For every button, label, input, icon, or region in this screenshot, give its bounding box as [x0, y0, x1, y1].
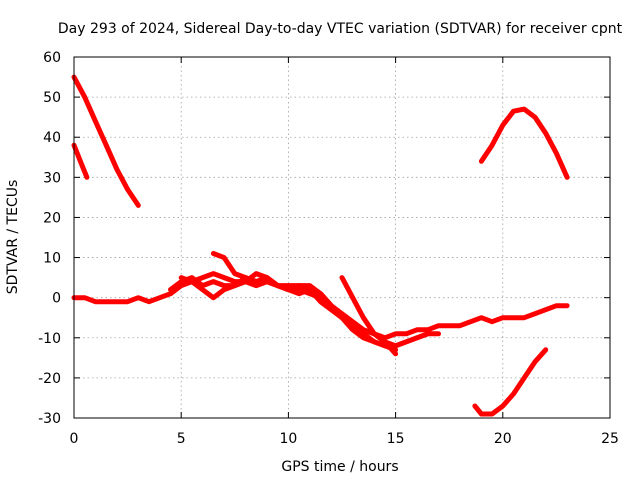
y-tick-label: 0	[52, 291, 61, 307]
x-tick-label: 15	[387, 431, 405, 447]
y-tick-label: -10	[38, 331, 61, 347]
y-tick-label: -20	[38, 371, 61, 387]
x-tick-label: 20	[494, 431, 512, 447]
y-tick-label: 50	[43, 90, 61, 106]
data-series	[71, 74, 570, 417]
axis-ticks: 0 5 10 15 20 25 -30 -20 -10 0 10 20 30 40 50 60	[38, 50, 619, 447]
x-tick-label: 5	[177, 431, 186, 447]
series-track-h	[478, 106, 570, 180]
x-tick-label: 25	[601, 431, 619, 447]
y-tick-label: 10	[43, 251, 61, 267]
series-track-c	[71, 271, 570, 341]
chart-title: Day 293 of 2024, Sidereal Day-to-day VTE…	[58, 21, 623, 37]
grid	[74, 57, 610, 418]
y-tick-label: 20	[43, 210, 61, 226]
series-track-i	[472, 347, 549, 417]
series-track-g	[339, 275, 441, 349]
y-tick-label: 60	[43, 50, 61, 66]
series-track-b	[71, 74, 141, 208]
series-track-f	[210, 251, 399, 357]
y-axis-label: SDTVAR / TECUs	[5, 180, 21, 295]
x-tick-label: 0	[70, 431, 79, 447]
y-tick-label: -30	[38, 411, 61, 427]
series-track-a	[71, 142, 90, 180]
x-tick-label: 10	[279, 431, 297, 447]
plot-frame	[73, 56, 611, 419]
y-tick-label: 30	[43, 170, 61, 186]
y-tick-label: 40	[43, 130, 61, 146]
x-axis-label: GPS time / hours	[281, 459, 398, 475]
